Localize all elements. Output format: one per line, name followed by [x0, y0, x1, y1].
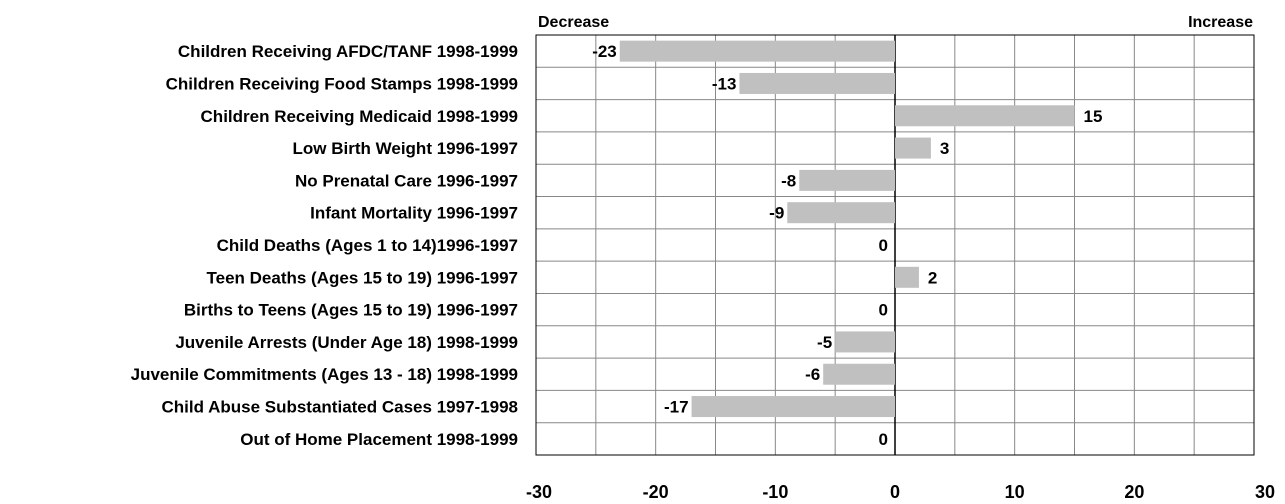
bar [799, 169, 895, 191]
category-label: Juvenile Arrests (Under Age 18) 1998-199… [175, 333, 518, 352]
category-label: Juvenile Commitments (Ages 13 - 18) 1998… [131, 365, 518, 384]
bar [823, 363, 895, 385]
category-label: Births to Teens (Ages 15 to 19) 1996-199… [184, 301, 518, 320]
data-label: -9 [769, 204, 784, 223]
bar [895, 105, 1075, 127]
bar [619, 40, 895, 62]
category-label: Children Receiving Medicaid 1998-1999 [201, 107, 518, 126]
category-labels: Children Receiving AFDC/TANF 1998-1999 Ch… [131, 42, 518, 449]
x-tick-label: -30 [526, 482, 552, 502]
data-label: -23 [592, 42, 617, 61]
data-label: 3 [940, 139, 949, 158]
decrease-label: Decrease [538, 14, 609, 31]
x-tick-labels: -30 -20 -10 0 10 20 30 [526, 482, 1275, 502]
bar [835, 331, 895, 353]
bar [787, 202, 895, 224]
x-tick-label: 30 [1255, 482, 1275, 502]
bar [739, 72, 895, 94]
category-label: Teen Deaths (Ages 15 to 19) 1996-1997 [207, 268, 519, 287]
x-tick-label: -10 [762, 482, 788, 502]
gridlines [535, 35, 1255, 455]
increase-label: Increase [1188, 14, 1253, 31]
category-label: Infant Mortality 1996-1997 [310, 204, 518, 223]
category-label: Out of Home Placement 1998-1999 [240, 430, 518, 449]
category-label: Child Abuse Substantiated Cases 1997-199… [161, 398, 518, 417]
category-label: Children Receiving Food Stamps 1998-1999 [166, 74, 518, 93]
bar [895, 137, 931, 159]
data-label: -17 [664, 398, 689, 417]
plot-frame [535, 34, 1255, 456]
data-label: -6 [805, 365, 820, 384]
bar [691, 396, 895, 418]
x-tick-label: 20 [1124, 482, 1144, 502]
data-label: 0 [879, 430, 888, 449]
data-label: -5 [817, 333, 832, 352]
data-label: -8 [781, 171, 796, 190]
bars [619, 40, 1075, 418]
x-tick-label: -20 [643, 482, 669, 502]
x-tick-label: 10 [1005, 482, 1025, 502]
category-label: Children Receiving AFDC/TANF 1998-1999 [178, 42, 518, 61]
x-tick-label: 0 [890, 482, 900, 502]
data-label: 2 [928, 268, 937, 287]
category-label: Child Deaths (Ages 1 to 14)1996-1997 [217, 236, 518, 255]
data-label: 0 [879, 301, 888, 320]
data-label: -13 [712, 74, 737, 93]
data-label: 0 [879, 236, 888, 255]
data-labels: -23 -13 15 3 -8 -9 0 2 0 -5 -6 -17 0 [592, 42, 1102, 449]
category-label: No Prenatal Care 1996-1997 [295, 171, 518, 190]
category-label: Low Birth Weight 1996-1997 [293, 139, 518, 158]
bar [895, 266, 919, 288]
data-label: 15 [1084, 107, 1103, 126]
